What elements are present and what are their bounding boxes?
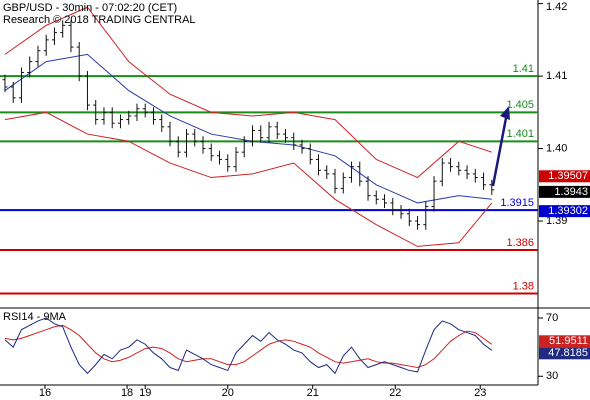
x-tick-label: 22 <box>389 387 401 399</box>
y-tick-label: 1.40 <box>546 142 567 154</box>
last-price: 1.3943 <box>554 186 588 198</box>
price-label: 1.39507 <box>548 170 588 182</box>
level-label: 1.41 <box>513 63 534 75</box>
last-price-box <box>539 185 590 198</box>
arrow-head <box>500 106 510 120</box>
y-tick-label: 1.42 <box>546 1 567 13</box>
last-value-box <box>539 335 590 348</box>
forecast-arrow <box>491 117 508 187</box>
price-label-box <box>539 205 590 218</box>
line <box>4 111 493 247</box>
x-tick-label: 20 <box>222 387 234 399</box>
price-label: 1.39302 <box>548 205 588 217</box>
chart-subtitle: Research © 2018 TRADING CENTRAL <box>3 14 196 26</box>
level-label: 1.3915 <box>500 197 534 209</box>
x-tick-label: 23 <box>474 387 486 399</box>
price-label-box <box>539 170 590 183</box>
y-tick-label: 70 <box>546 312 558 324</box>
y-tick-label: 1.39 <box>546 215 567 227</box>
level-label: 1.405 <box>506 99 534 111</box>
level-label: 1.386 <box>506 237 534 249</box>
x-tick-label: 21 <box>307 387 319 399</box>
panel-title: RSI14 - 9MA <box>3 311 67 323</box>
x-tick-label: 16 <box>39 387 51 399</box>
level-label: 1.38 <box>513 280 534 292</box>
line <box>4 324 493 369</box>
line <box>4 6 492 179</box>
chart-title: GBP/USD - 30min - 07:02:20 (CET) <box>3 2 177 14</box>
y-tick-label: 1.41 <box>546 70 567 82</box>
level-label: 1.401 <box>506 128 534 140</box>
last-value: 51.9511 <box>549 335 588 347</box>
x-tick-label: 18 <box>121 387 133 399</box>
line <box>4 317 493 375</box>
last-value: 47.8185 <box>548 347 588 359</box>
x-tick-label: 19 <box>139 387 151 399</box>
last-value-box <box>539 347 590 360</box>
y-tick-label: 30 <box>546 370 558 382</box>
